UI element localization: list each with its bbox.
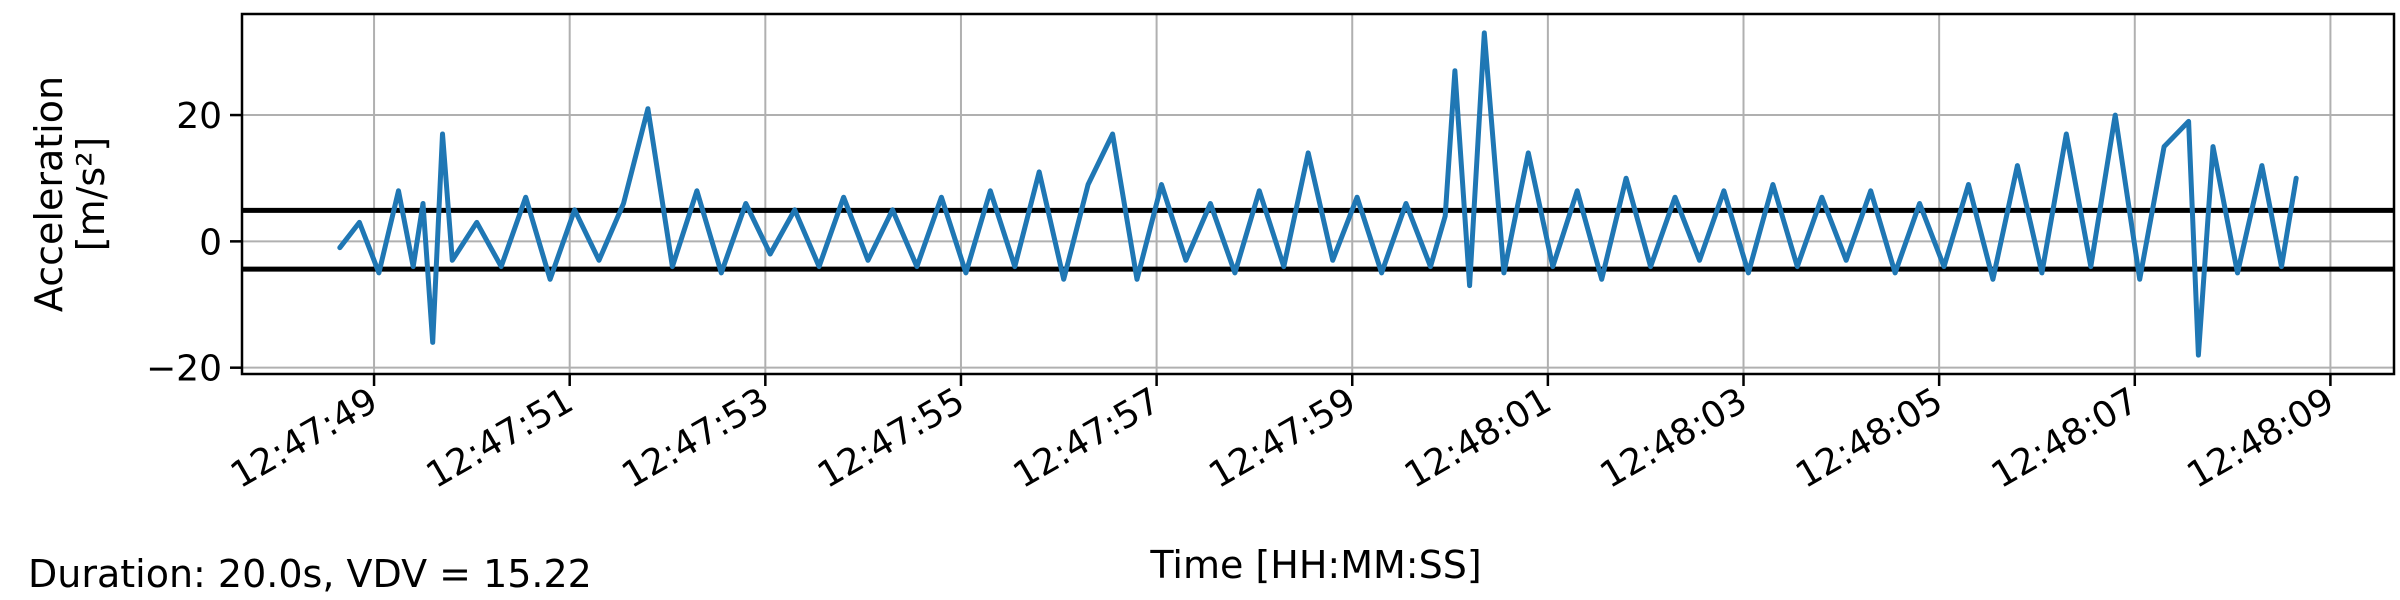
x-tick-label-7: 12:48:03	[1593, 380, 1754, 496]
y-tick-label-0: −20	[146, 349, 222, 390]
y-axis-label-line1: Acceleration	[27, 76, 71, 312]
y-tick-label-2: 20	[176, 96, 222, 137]
duration-vdv-summary: Duration: 20.0s, VDV = 15.22	[28, 552, 592, 596]
x-tick-label-10: 12:48:09	[2180, 380, 2341, 496]
series-layer	[337, 30, 2299, 358]
y-tick-label-1: 0	[199, 222, 222, 263]
x-tick-label-5: 12:47:59	[1202, 380, 1363, 496]
y-axis-label-line2: [m/s²]	[69, 137, 113, 252]
x-tick-label-1: 12:47:51	[420, 380, 581, 496]
x-tick-label-0: 12:47:49	[224, 380, 385, 496]
x-tick-label-6: 12:48:01	[1398, 380, 1559, 496]
y-axis: −20 0 20	[146, 96, 242, 390]
x-tick-label-9: 12:48:07	[1985, 380, 2146, 496]
x-axis: 12:47:49 12:47:51 12:47:53 12:47:55 12:47:57…	[224, 374, 2341, 497]
acceleration-series-line	[337, 30, 2299, 358]
plot-frame	[240, 12, 2396, 376]
x-tick-label-2: 12:47:53	[615, 380, 776, 496]
x-axis-label: Time [HH:MM:SS]	[1149, 543, 1481, 587]
x-tick-label-3: 12:47:55	[811, 380, 972, 496]
x-tick-label-8: 12:48:05	[1789, 380, 1950, 496]
reference-lines	[242, 207, 2394, 272]
x-tick-label-4: 12:47:57	[1007, 380, 1168, 496]
